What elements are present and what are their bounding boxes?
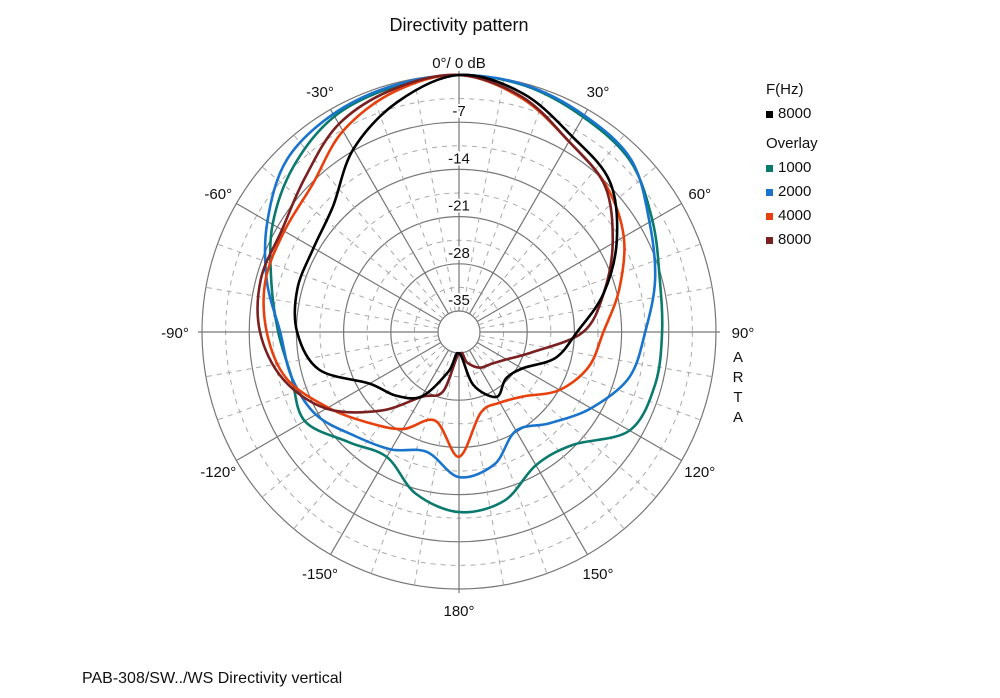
grid-radial — [476, 202, 682, 323]
radial-tick-label: -14 — [448, 150, 470, 167]
center-hole — [439, 312, 479, 352]
legend-swatch — [766, 164, 773, 172]
legend-label: 2000 — [778, 183, 812, 200]
polar-grid — [198, 71, 720, 593]
series-line-main-8000 — [293, 73, 619, 400]
grid-radial — [476, 341, 682, 462]
angle-tick-label: -30° — [306, 84, 334, 101]
angle-tick-label: -120° — [200, 464, 236, 481]
angle-tick-label: 60° — [688, 186, 711, 203]
chart-caption: PAB-308/SW../WS Directivity vertical — [82, 670, 343, 687]
legend-label: 1000 — [778, 159, 812, 176]
angle-tick-label: 150° — [582, 566, 613, 583]
grid-radial-minor — [293, 134, 446, 317]
series-line-overlay-2000 — [263, 73, 657, 479]
angle-tick-label: 180° — [443, 603, 474, 620]
angle-tick-label: 90° — [732, 325, 755, 342]
grid-radial — [468, 349, 589, 555]
legend-item-8000-overlay: 8000 — [766, 228, 818, 252]
legend-item-main-8000: 8000 — [766, 102, 818, 126]
angle-tick-label: -150° — [302, 566, 338, 583]
grid-radial — [236, 341, 442, 462]
radial-tick-label: -21 — [448, 198, 470, 215]
legend-item-2000: 2000 — [766, 180, 818, 204]
watermark-letter: A — [732, 409, 743, 426]
top-label: 0°/ 0 dB — [432, 55, 486, 72]
radial-tick-label: -35 — [448, 292, 470, 309]
grid-radial-minor — [474, 166, 657, 319]
watermark-letter: A — [732, 349, 743, 366]
legend-label: 8000 — [778, 105, 812, 122]
angle-tick-label: -90° — [161, 325, 189, 342]
legend-swatch — [766, 212, 773, 220]
legend-item-1000: 1000 — [766, 156, 818, 180]
legend-label: 4000 — [778, 207, 812, 224]
grid-radial-minor — [293, 347, 446, 530]
watermark-letter: R — [732, 369, 744, 386]
series-line-overlay-8000 — [256, 73, 615, 414]
chart-title: Directivity pattern — [389, 15, 529, 35]
polar-labels: -7 -14 -21 -28 -35 0°/ 0 dB -30° 30° -60° 60° -90°… — [161, 55, 754, 620]
watermark-letter: T — [733, 389, 743, 406]
grid-radial — [236, 202, 442, 323]
angle-tick-label: 30° — [587, 84, 610, 101]
grid-radial — [329, 349, 450, 555]
legend-item-4000: 4000 — [766, 204, 818, 228]
legend-swatch — [766, 236, 773, 244]
grid-radial — [468, 109, 589, 315]
grid-radial-minor — [462, 78, 505, 312]
radial-tick-label: -28 — [448, 245, 470, 262]
grid-radial — [329, 109, 450, 315]
legend-main-header: F(Hz) — [766, 81, 804, 98]
legend-label: 8000 — [778, 231, 812, 248]
grid-radial-minor — [474, 345, 657, 498]
legend-overlay-header: Overlay — [766, 135, 818, 152]
angle-tick-label: -60° — [204, 186, 232, 203]
angle-tick-label: 120° — [684, 464, 715, 481]
polar-curves — [256, 73, 664, 514]
legend: F(Hz) 8000 Overlay 1000 2000 4000 8000 — [766, 78, 818, 252]
legend-swatch — [766, 188, 773, 196]
legend-swatch — [766, 110, 773, 118]
radial-tick-label: -7 — [452, 103, 465, 120]
